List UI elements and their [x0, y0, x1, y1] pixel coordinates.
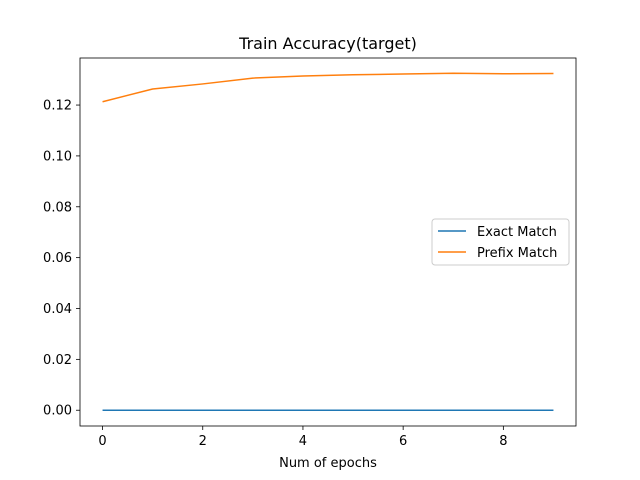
y-tick-label: 0.02: [43, 353, 72, 368]
x-axis-ticks: 0 2 4 6 8: [98, 426, 507, 449]
series-layer: [102, 72, 554, 411]
legend-box: [431, 218, 570, 266]
series-line-prefix-match: [102, 72, 554, 103]
y-tick-label: 0.00: [43, 404, 72, 419]
legend: Exact Match Prefix Match: [431, 218, 570, 266]
y-axis-ticks: 0.00 0.02 0.04 0.06 0.08 0.10 0.12: [43, 99, 80, 419]
x-tick-label: 8: [499, 434, 507, 449]
axes-frame: [79, 57, 577, 427]
y-tick-label: 0.10: [43, 149, 72, 164]
x-tick-label: 4: [299, 434, 307, 449]
legend-label-exact-match: Exact Match: [477, 225, 557, 240]
x-tick-label: 2: [199, 434, 207, 449]
x-tick-label: 0: [98, 434, 106, 449]
y-tick-label: 0.08: [43, 200, 72, 215]
x-axis-label: Num of epochs: [279, 456, 377, 471]
y-tick-label: 0.12: [43, 99, 72, 114]
x-tick-label: 6: [399, 434, 407, 449]
chart-title: Train Accuracy(target): [238, 34, 417, 53]
y-tick-label: 0.06: [43, 251, 72, 266]
y-tick-label: 0.04: [43, 302, 72, 317]
plot-area: [79, 57, 577, 427]
legend-label-prefix-match: Prefix Match: [477, 246, 557, 261]
